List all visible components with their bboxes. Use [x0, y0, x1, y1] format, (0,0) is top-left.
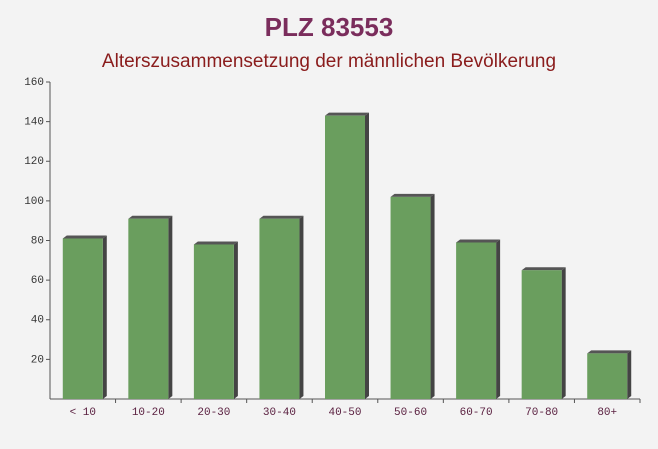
chart-title: PLZ 83553 [265, 12, 394, 42]
bar-shadow [168, 215, 173, 399]
bar-shadow [430, 193, 435, 399]
x-tick-label: < 10 [70, 407, 96, 419]
bar [193, 244, 234, 399]
bar-top [128, 215, 173, 219]
bar-top [62, 235, 107, 239]
bar-top [390, 193, 435, 197]
bar-shadow [561, 267, 566, 399]
y-tick-label: 20 [31, 354, 44, 366]
chart-subtitle: Alterszusammensetzung der männlichen Bev… [102, 51, 556, 72]
bar-shadow [102, 235, 107, 399]
bar [325, 115, 365, 400]
x-tick-label: 10-20 [132, 407, 165, 419]
y-tick-label: 120 [24, 156, 44, 168]
x-tick-label: 60-70 [460, 407, 493, 419]
bar-shadow [233, 241, 238, 399]
bar-top [456, 239, 501, 243]
bar-shadow [299, 215, 304, 399]
bar-top [587, 350, 632, 354]
bar [62, 238, 103, 399]
bar [259, 218, 300, 399]
bar-shadow [496, 239, 501, 399]
x-tick-label: 70-80 [525, 407, 558, 419]
bar [587, 353, 628, 399]
y-tick-label: 140 [24, 117, 44, 129]
bar-top [325, 112, 369, 116]
x-tick-label: 80+ [597, 407, 617, 419]
bar [128, 218, 169, 399]
y-tick-label: 60 [31, 275, 44, 287]
bar [456, 242, 497, 399]
bar-shadow [365, 112, 369, 400]
y-tick-label: 100 [24, 196, 44, 208]
x-tick-label: 50-60 [394, 407, 427, 419]
x-tick-label: 20-30 [197, 407, 230, 419]
bar [390, 196, 431, 399]
x-tick-label: 30-40 [263, 407, 296, 419]
bar-top [259, 215, 304, 219]
y-tick-label: 40 [31, 315, 44, 327]
bar [521, 270, 562, 399]
x-tick-label: 40-50 [328, 407, 361, 419]
y-tick-label: 80 [31, 235, 44, 247]
bar-shadow [627, 350, 632, 399]
y-tick-label: 160 [24, 77, 44, 89]
bar-top [193, 241, 238, 245]
bar-top [521, 267, 566, 271]
